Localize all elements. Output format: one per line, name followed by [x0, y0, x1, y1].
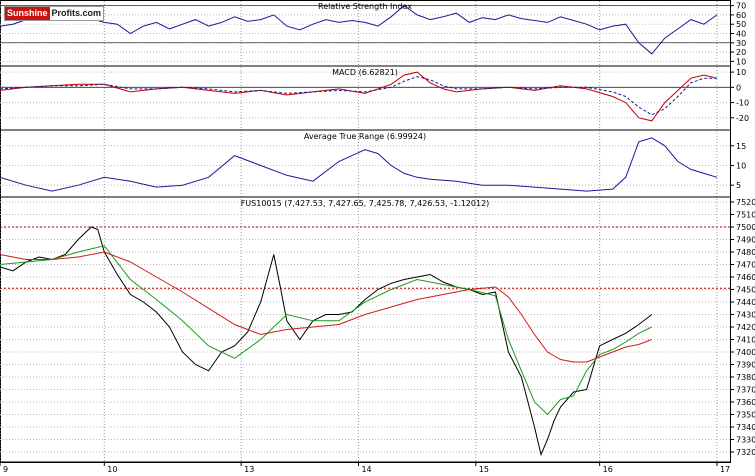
series-line-atr [0, 137, 718, 192]
y-tick-label: 10 [736, 68, 746, 77]
y-tick-label: 60 [736, 11, 746, 20]
y-tick-label: 7320 [736, 448, 755, 457]
series-line-rsi [0, 4, 718, 55]
y-tick-label: 7390 [736, 361, 755, 370]
y-tick-label: 7420 [736, 323, 755, 332]
y-tick-label: 7450 [736, 286, 755, 295]
pane-title: FUS10015 (7,427.53, 7,427.65, 7,425.78, … [241, 199, 490, 208]
y-tick-label: 7510 [736, 211, 755, 220]
y-tick-label: 7340 [736, 423, 755, 432]
brand-part2: Profits.com [49, 7, 104, 20]
y-tick-label: 70 [736, 2, 746, 11]
y-tick-label: 7370 [736, 386, 755, 395]
pane-title: MACD (6.62821) [332, 68, 398, 77]
y-tick-label: 7480 [736, 248, 755, 257]
y-tick-label: 15 [736, 142, 746, 151]
x-tick-label: 10 [107, 465, 117, 474]
pane-4: 7320 7330 7340 7350 7360 7370 7380 7390 7400 7410… [0, 198, 755, 463]
series-line-price [0, 226, 653, 457]
y-tick-label: 7470 [736, 261, 755, 270]
y-tick-label: 50 [736, 20, 746, 29]
y-tick-label: 0 [736, 83, 741, 92]
series-line-ma-long [0, 251, 652, 363]
y-tick-label: 30 [736, 39, 746, 48]
y-tick-label: -20 [736, 114, 749, 123]
y-tick-label: 10 [736, 161, 746, 170]
x-tick-label: 13 [244, 465, 254, 474]
series-line-macd [0, 71, 718, 122]
y-tick-label: 7460 [736, 273, 755, 282]
y-tick-label: -10 [736, 99, 749, 108]
y-tick-label: 7490 [736, 236, 755, 245]
series-line-ma-short [0, 245, 653, 416]
y-tick-label: 7520 [736, 198, 755, 207]
pane-3: 5 10 15 Average True Range (6.99924) [0, 132, 746, 198]
x-tick-label: 14 [361, 465, 371, 474]
y-tick-label: 40 [736, 30, 746, 39]
y-tick-label: 7500 [736, 223, 755, 232]
y-tick-label: 7440 [736, 298, 755, 307]
series-line-signal [0, 76, 717, 116]
x-tick-label: 9 [3, 465, 8, 474]
x-tick-label: 15 [479, 465, 489, 474]
y-tick-label: 20 [736, 48, 746, 57]
y-tick-label: 10 [736, 57, 746, 66]
y-tick-label: 7360 [736, 398, 755, 407]
y-tick-label: 7400 [736, 348, 755, 357]
pane-title: Relative Strength Index [318, 2, 412, 11]
y-tick-label: 7410 [736, 336, 755, 345]
y-tick-label: 7330 [736, 436, 755, 445]
pane-2: -20 -10 0 10 MACD (6.62821) [0, 68, 749, 131]
y-tick-label: 7380 [736, 373, 755, 382]
y-tick-label: 7430 [736, 311, 755, 320]
brand-part1: Sunshine [5, 7, 50, 20]
x-tick-label: 17 [720, 465, 730, 474]
x-tick-label: 16 [603, 465, 613, 474]
pane-title: Average True Range (6.99924) [304, 132, 426, 141]
y-tick-label: 5 [736, 181, 741, 190]
y-tick-label: 7350 [736, 411, 755, 420]
brand-logo[interactable]: Sunshine Profits.com [4, 6, 105, 21]
